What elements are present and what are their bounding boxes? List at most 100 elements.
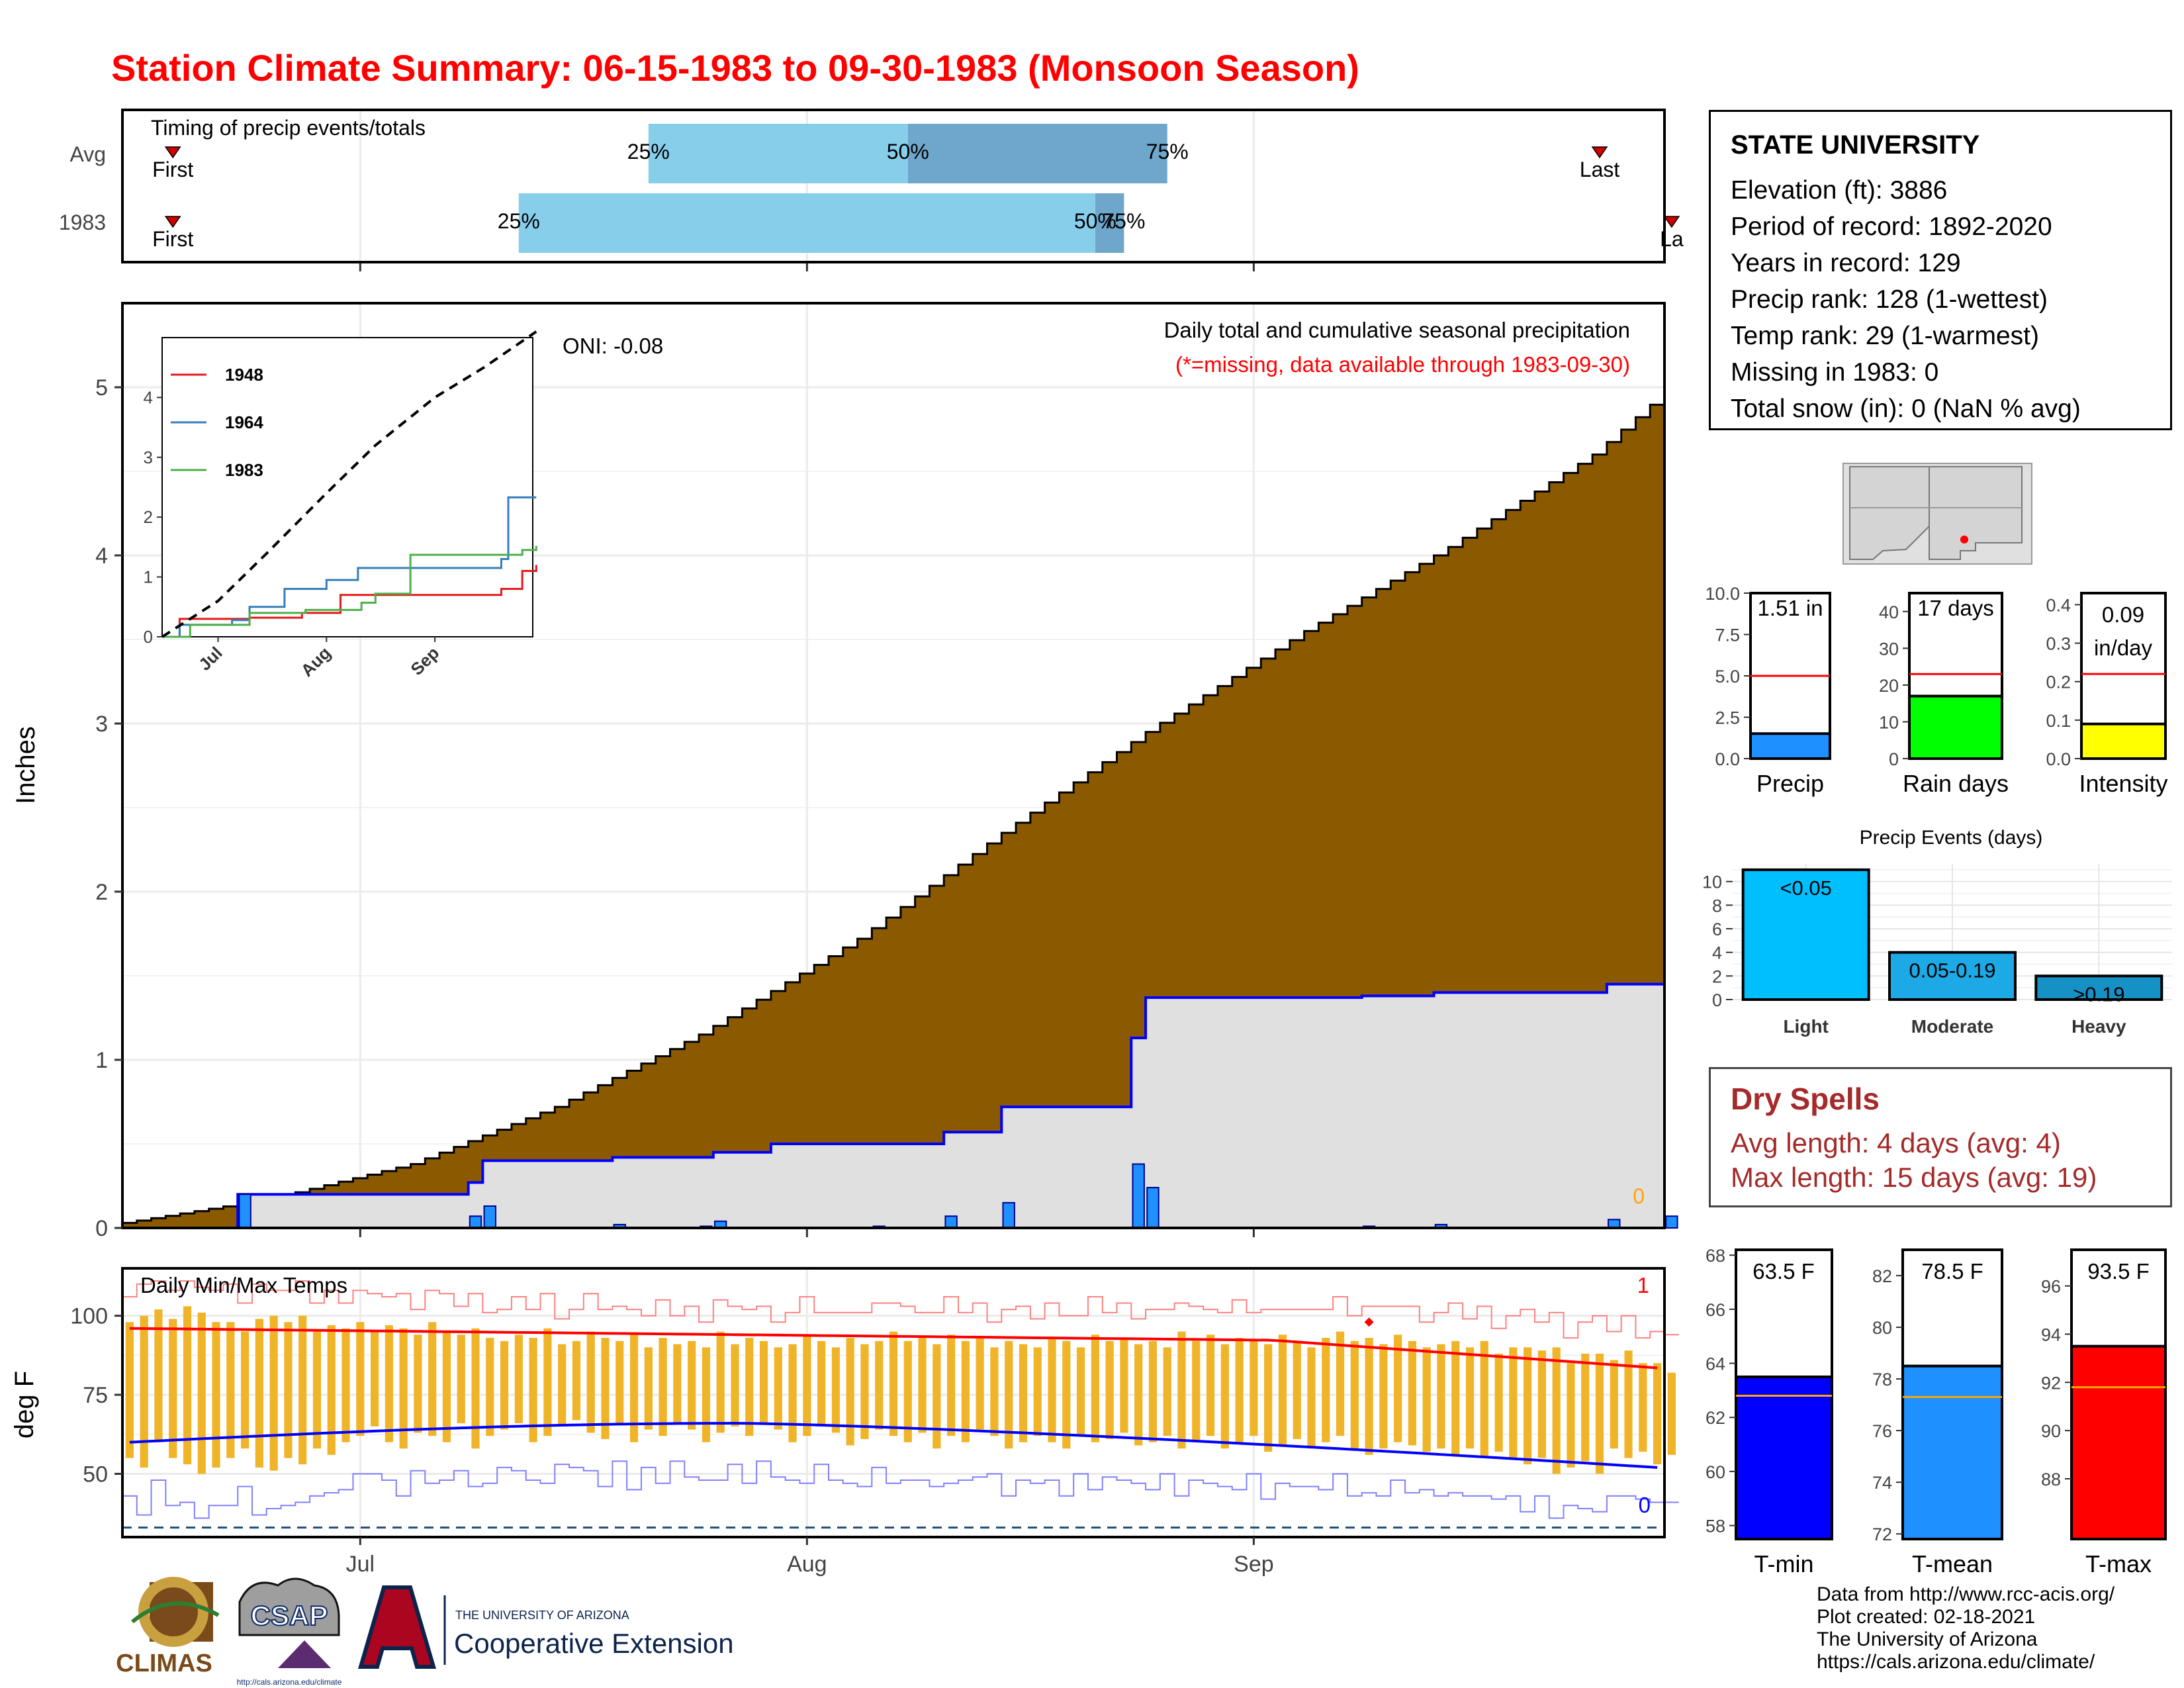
- daily-temp-bar: [442, 1331, 451, 1442]
- tmean_gauge-bar: [1901, 1364, 2003, 1540]
- inset-series-line: [162, 565, 537, 638]
- precip_gauge-ytick-label: 2.5: [1715, 708, 1740, 728]
- event-bar-label: 0.05-0.19: [1909, 959, 1996, 982]
- daily-temp-bar: [1394, 1335, 1402, 1442]
- obs-cumulative-area: [122, 984, 1664, 1228]
- timing-q25-label: 25%: [498, 209, 540, 233]
- tmean_gauge-ytick-label: 74: [1872, 1473, 1892, 1493]
- daily-temp-bar: [1206, 1335, 1215, 1436]
- daily-temp-bar: [889, 1331, 898, 1436]
- daily-temp-bar: [1610, 1360, 1618, 1449]
- rain_days_gauge-label: Rain days: [1903, 770, 2009, 797]
- inset-xtick-label: Sep: [406, 643, 443, 679]
- daily-temp-bar: [1250, 1340, 1258, 1436]
- daily-precip-bar: [483, 1205, 496, 1229]
- temps-ylabel: deg F: [10, 1371, 39, 1438]
- daily-temp-bar: [688, 1340, 696, 1430]
- temps-ytick-label: 50: [83, 1462, 108, 1487]
- tmean_gauge-ytick-label: 78: [1872, 1370, 1892, 1389]
- daily-temp-bar: [1322, 1338, 1330, 1442]
- precip-gauge-value: 1.51 in: [1757, 596, 1823, 620]
- low-count: 0: [1639, 1493, 1651, 1517]
- timing-row-obs: 1983: [59, 211, 106, 234]
- intensity_gauge-bar: [2080, 722, 2167, 761]
- inset-ytick-label: 4: [144, 387, 153, 407]
- record-low-line: [122, 1460, 1679, 1519]
- precip_gauge-ytick-label: 10.0: [1705, 584, 1740, 604]
- timing-row-avg: Avg: [69, 142, 106, 166]
- daily-temp-bar: [140, 1315, 148, 1468]
- daily-temp-bar: [1379, 1344, 1388, 1449]
- daily-temp-bar: [1134, 1344, 1143, 1446]
- daily-temp-bar: [659, 1338, 667, 1436]
- timing-last-marker: [1663, 216, 1680, 228]
- tmean_gauge-ytick-label: 82: [1872, 1266, 1892, 1286]
- daily-temp-bar: [918, 1338, 927, 1433]
- rain_days_gauge-ytick-label: 10: [1879, 712, 1899, 732]
- daily-temp-bar: [240, 1331, 250, 1449]
- dry-spells-title: Dry Spells: [1731, 1082, 1880, 1116]
- daily-temp-bar: [1365, 1338, 1373, 1455]
- daily-temp-bar: [759, 1340, 768, 1424]
- timing-bar-q25-q50: [648, 124, 908, 183]
- event-category-label: Heavy: [2071, 1016, 2126, 1037]
- event-category-label: Light: [1783, 1016, 1828, 1037]
- daily-temp-bar: [1509, 1347, 1518, 1458]
- daily-temp-bar: [1120, 1338, 1128, 1433]
- dry-spells-avg: Avg length: 4 days (avg: 4): [1731, 1127, 2061, 1158]
- daily-temp-bar: [370, 1331, 379, 1427]
- daily-temp-bar: [327, 1325, 336, 1455]
- station-info-panel: STATE UNIVERSITY Elevation (ft): 3886 Pe…: [1709, 110, 2172, 430]
- rain-days-gauge-value: 17 days: [1917, 596, 1994, 620]
- footer-url[interactable]: https://cals.arizona.edu/climate/: [1817, 1651, 2095, 1673]
- inset-xtick-label: Jul: [195, 643, 226, 675]
- daily-temp-bar: [933, 1344, 941, 1449]
- inset-frame: [161, 337, 533, 637]
- daily-temp-bar: [803, 1335, 811, 1436]
- daily-temp-bar: [226, 1322, 235, 1458]
- daily-temp-bar: [514, 1335, 523, 1424]
- timing-bar-q25-q50: [518, 193, 1095, 253]
- daily-temp-bar: [1524, 1347, 1532, 1465]
- intensity_gauge-ytick-label: 0.2: [2046, 673, 2071, 692]
- station-years: Years in record: 129: [1731, 249, 1961, 277]
- events-ytick-label: 6: [1712, 919, 1722, 939]
- precip-frame: [121, 302, 1666, 1229]
- timing-frame: [121, 109, 1666, 263]
- timing-q75-label: 75%: [1146, 140, 1189, 164]
- daily-temp-bar: [1005, 1340, 1013, 1449]
- daily-temp-bar: [1076, 1347, 1085, 1436]
- daily-temp-bar: [1581, 1353, 1590, 1462]
- footer-university: The University of Arizona: [1817, 1628, 2038, 1650]
- station-location-dot: [1960, 536, 1968, 543]
- intensity-gauge-value-2: in/day: [2094, 635, 2153, 660]
- daily-temp-bar: [1105, 1340, 1114, 1439]
- climas-logo-text: CLIMAS: [116, 1650, 212, 1677]
- page-title: Station Climate Summary: 06-15-1983 to 0…: [111, 47, 1359, 89]
- footer-credits: Data from http://www.rcc-acis.org/ Plot …: [1817, 1583, 2115, 1673]
- events-title: Precip Events (days): [1860, 827, 2043, 849]
- daily-temp-bar: [284, 1322, 293, 1458]
- precip_gauge-bar: [1749, 732, 1831, 760]
- precip-ytick-label: 4: [95, 543, 108, 569]
- daily-precip-bar: [1132, 1163, 1145, 1229]
- event-bar-light: [1741, 868, 1870, 1002]
- footer-created: Plot created: 02-18-2021: [1817, 1606, 2036, 1628]
- daily-temp-bar: [1235, 1338, 1244, 1442]
- station-snow: Total snow (in): 0 (NaN % avg): [1731, 395, 2081, 423]
- daily-temp-bar: [1537, 1350, 1547, 1458]
- inset-legend-label: 1948: [225, 365, 263, 385]
- ua-logo-big-text: Cooperative Extension: [454, 1628, 734, 1659]
- intensity_gauge-ytick-label: 0.1: [2046, 711, 2071, 731]
- daily-temp-bar: [1307, 1347, 1316, 1449]
- daily-temp-bar: [1552, 1347, 1561, 1474]
- event-bar-moderate: [1888, 951, 2017, 1002]
- tmax_gauge-ytick-label: 94: [2041, 1325, 2061, 1344]
- daily-temp-bar: [154, 1309, 163, 1442]
- intensity-gauge-value-1: 0.09: [2102, 602, 2144, 627]
- daily-temp-bar: [788, 1344, 797, 1442]
- tmin_gauge-ytick-label: 68: [1706, 1246, 1725, 1266]
- daily-temp-bar: [644, 1347, 653, 1430]
- daily-temp-bar: [1567, 1363, 1575, 1468]
- daily-temp-bar: [1177, 1331, 1186, 1449]
